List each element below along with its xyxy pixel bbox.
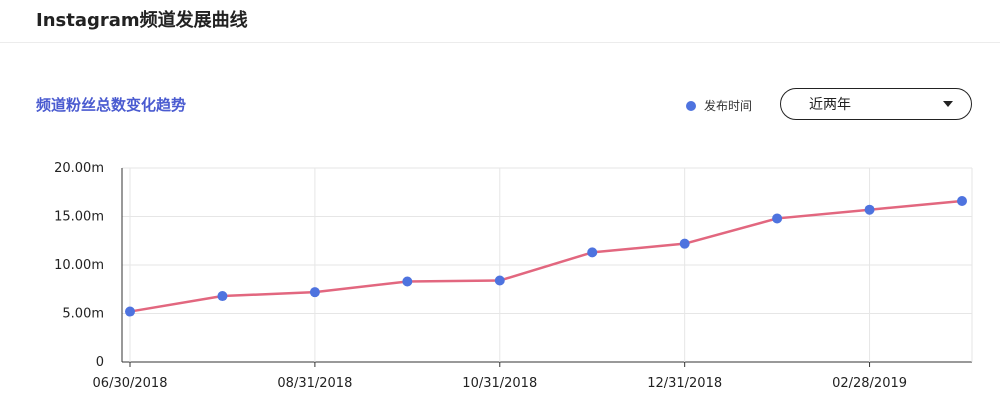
x-tick-label: 12/31/2018 [647,376,722,391]
data-point [772,213,783,224]
chart-legend: 发布时间 [686,97,752,114]
y-tick-label: 20.00m [54,161,104,176]
x-tick-label: 02/28/2019 [832,376,907,391]
time-range-select[interactable]: 近两年 [780,88,972,120]
y-tick-label: 5.00m [62,307,104,322]
data-point [957,195,967,206]
data-point [679,238,690,249]
data-point [217,291,228,302]
time-range-value: 近两年 [809,97,851,113]
data-point [587,247,598,258]
legend-marker-icon [686,100,696,111]
data-point [494,275,505,286]
y-tick-label: 0 [96,355,104,370]
series-line [129,199,963,313]
x-tick-label: 10/31/2018 [462,376,537,391]
data-point [125,306,135,317]
data-point [864,204,875,215]
chevron-down-icon [943,101,953,107]
x-tick-label: 08/31/2018 [277,376,352,391]
y-tick-label: 15.00m [54,210,104,225]
data-point [402,276,413,287]
title-divider [0,42,1000,43]
data-point [309,287,320,298]
x-tick-label: 06/30/2018 [93,376,168,391]
legend-label[interactable]: 发布时间 [704,99,753,113]
y-tick-label: 10.00m [54,258,104,273]
chart-subtitle: 频道粉丝总数变化趋势 [36,96,187,114]
page-title: Instagram频道发展曲线 [36,10,248,31]
